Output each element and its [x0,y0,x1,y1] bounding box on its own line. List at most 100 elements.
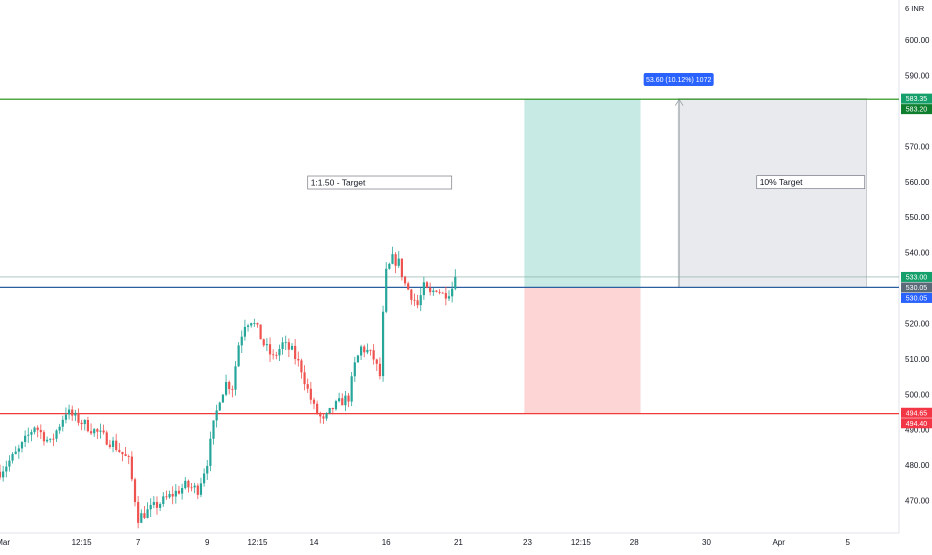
candle-body [400,258,404,277]
price-label-badge [901,418,932,429]
x-tick-label: 12:15 [247,538,268,547]
candle-body [199,483,203,495]
price-label-text: 530.05 [906,296,928,303]
candle-body [89,431,93,434]
candle-body [419,295,422,306]
candle-body [394,254,397,266]
y-tick-label: 550.00 [905,213,930,222]
profit-zone[interactable] [524,99,641,288]
candle-body [33,427,36,433]
candle-body [265,344,268,346]
candle-body [341,398,344,406]
candle-body [137,502,140,523]
candle-body [171,493,174,497]
candle-body [237,345,240,367]
candle-body [410,289,413,300]
candle-body [303,372,306,385]
candle-body [278,349,281,356]
candle-body [181,488,184,494]
candle-body [193,485,196,488]
candle-body [378,363,382,377]
candle-body [328,407,331,414]
candle-body [334,401,338,410]
candle-body [202,473,206,484]
candles [0,246,457,529]
candle-body [61,419,64,427]
price-range-box[interactable] [677,98,867,288]
candle-body [149,504,152,510]
candle-body [356,355,360,363]
ten-pct-label-text: 10% Target [760,177,803,187]
range-label-text: 53.60 (10.12%) 1072 [646,77,711,84]
y-tick-label: 600.00 [905,36,930,45]
candle-body [338,398,341,402]
candle-body [74,412,77,416]
candle-body [45,439,49,442]
candle-body [297,359,300,361]
candle-body [20,442,24,449]
candle-body [108,444,111,447]
annotations[interactable]: 1:1.50 - Target 10% Target 53.60 (10.12%) … [307,72,866,190]
y-tick-label: 520.00 [905,319,930,328]
candle-body [159,504,162,508]
candle-body [438,291,441,293]
x-tick-label: 7 [136,538,141,547]
candle-body [228,382,231,390]
candle-body [96,429,99,432]
rr-label-text: 1:1.50 - Target [311,178,366,188]
candle-body [259,324,262,340]
candle-body [284,342,287,344]
candle-body [350,376,353,402]
candle-body [93,429,96,434]
candle-body [422,282,425,296]
candle-body [447,296,451,299]
candle-body [30,432,33,435]
candle-body [83,419,86,425]
candle-body [99,430,102,432]
ten-pct-label-box[interactable] [756,175,866,190]
time-axis[interactable]: Mar 12:15 7 9 12:15 14 16 21 23 12:15 28 30 Apr 5 [0,538,851,547]
price-label-badge [901,407,932,418]
candle-body [316,403,319,414]
candle-body [127,456,130,457]
candle-body [115,440,118,450]
candle-body [190,487,193,489]
range-label-badge[interactable] [643,72,714,86]
candle-body [359,346,363,356]
candle-body [130,456,133,480]
candle-body [250,323,253,326]
x-tick-label: 12:15 [72,538,93,547]
y-tick-label: 500.00 [905,390,930,399]
candle-body [246,325,250,327]
candle-body [306,384,309,389]
candle-body [231,389,234,390]
candle-body [184,480,187,489]
candle-body [24,435,27,443]
x-tick-label: Apr [772,538,785,547]
candle-body [55,430,58,439]
y-tick-label: 510.00 [905,355,930,364]
candle-body [11,453,14,461]
candle-body [309,388,312,400]
candle-body [372,350,375,360]
price-label-badge [901,104,932,115]
candle-body [209,438,212,466]
horizontal-levels[interactable] [0,98,899,415]
candle-body [77,412,80,423]
y-tick-label: 490.00 [905,426,930,435]
candle-body [162,496,165,505]
candle-body [391,254,394,264]
rr-label-box[interactable] [307,175,453,190]
loss-zone[interactable] [524,287,641,414]
candle-body [325,413,328,419]
price-axis[interactable]: 600.00590.00580.00570.00560.00550.00540.… [901,4,932,506]
candle-body [344,395,347,406]
x-tick-label: 21 [454,538,463,547]
grid [0,0,900,534]
y-tick-label: 480.00 [905,461,930,470]
candle-body [27,434,30,436]
y-tick-label: 470.00 [905,497,930,506]
currency-label[interactable]: 6 INR [905,4,925,13]
